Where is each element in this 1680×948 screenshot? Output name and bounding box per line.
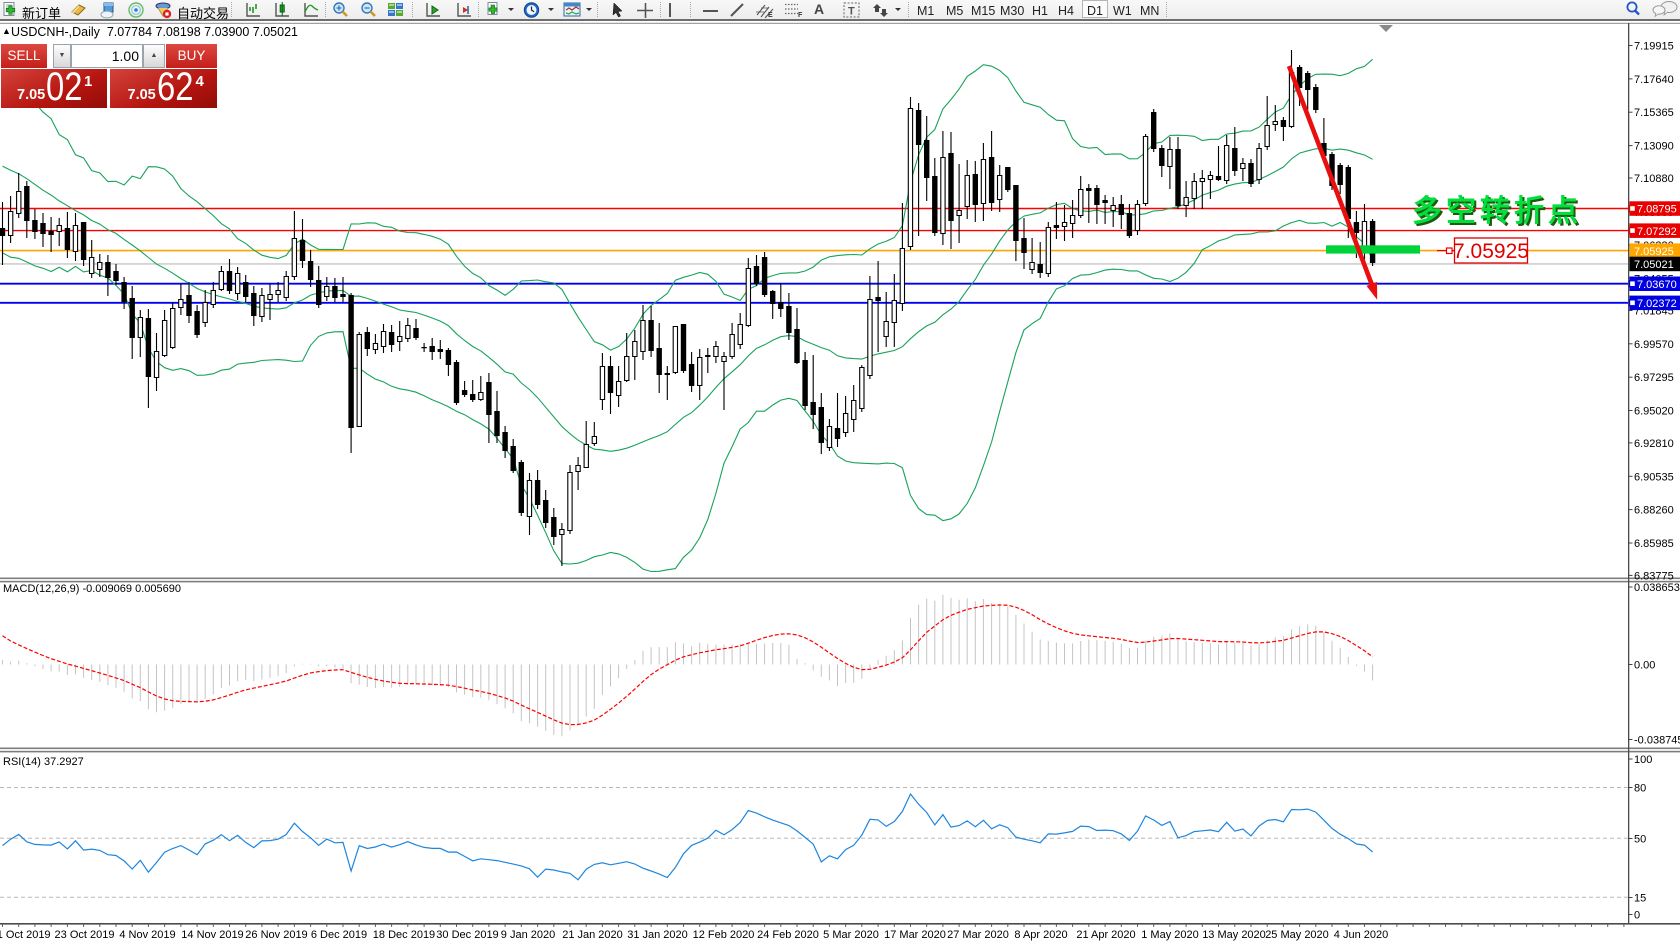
svg-text:100: 100 [1634,754,1652,766]
svg-text:25 May 2020: 25 May 2020 [1265,929,1329,941]
svg-text:6.88260: 6.88260 [1634,505,1674,517]
svg-text:7.05021: 7.05021 [1634,259,1674,271]
svg-text:27 Mar 2020: 27 Mar 2020 [947,929,1009,941]
svg-text:80: 80 [1634,783,1646,795]
svg-text:6.83775: 6.83775 [1634,570,1674,582]
svg-text:0.038653: 0.038653 [1634,582,1680,594]
svg-text:4 Nov 2019: 4 Nov 2019 [119,929,175,941]
svg-text:7.05925: 7.05925 [1634,246,1674,258]
svg-text:7.08795: 7.08795 [1637,204,1677,216]
svg-text:26 Nov 2019: 26 Nov 2019 [245,929,307,941]
svg-text:7.15365: 7.15365 [1634,107,1674,119]
svg-text:4 Jun 2020: 4 Jun 2020 [1334,929,1388,941]
svg-text:F: F [798,12,803,19]
svg-text:14 Nov 2019: 14 Nov 2019 [181,929,243,941]
svg-text:1 May 2020: 1 May 2020 [1141,929,1198,941]
svg-text:7.05925: 7.05925 [1453,240,1529,263]
svg-text:8 Apr 2020: 8 Apr 2020 [1014,929,1067,941]
svg-text:13 May 2020: 13 May 2020 [1202,929,1266,941]
svg-text:多空转折点: 多空转折点 [1412,195,1582,228]
svg-text:17 Mar 2020: 17 Mar 2020 [884,929,946,941]
svg-text:7.02372: 7.02372 [1637,298,1677,310]
svg-text:7.19915: 7.19915 [1634,41,1674,53]
svg-text:31 Jan 2020: 31 Jan 2020 [627,929,688,941]
svg-text:30 Dec 2019: 30 Dec 2019 [436,929,498,941]
svg-text:7.17640: 7.17640 [1634,74,1674,86]
svg-text:23 Oct 2019: 23 Oct 2019 [55,929,115,941]
svg-text:9 Jan 2020: 9 Jan 2020 [501,929,555,941]
svg-text:18 Dec 2019: 18 Dec 2019 [373,929,435,941]
svg-text:7.13090: 7.13090 [1634,141,1674,153]
svg-text:6.97295: 6.97295 [1634,372,1674,384]
svg-text:RSI(14) 37.2927: RSI(14) 37.2927 [3,756,84,768]
svg-text:T: T [848,6,855,18]
svg-text:6.90535: 6.90535 [1634,471,1674,483]
svg-text:6.99570: 6.99570 [1634,339,1674,351]
svg-text:7.03670: 7.03670 [1637,279,1677,291]
svg-text:24 Feb 2020: 24 Feb 2020 [757,929,819,941]
svg-text:6.95020: 6.95020 [1634,406,1674,418]
svg-text:7.10880: 7.10880 [1634,173,1674,185]
svg-text:12 Feb 2020: 12 Feb 2020 [693,929,755,941]
svg-text:7.07292: 7.07292 [1637,226,1677,238]
svg-text:50: 50 [1634,834,1646,846]
svg-text:MACD(12,26,9) -0.009069 0.0056: MACD(12,26,9) -0.009069 0.005690 [3,583,181,595]
svg-text:15: 15 [1634,893,1646,905]
svg-text:21 Jan 2020: 21 Jan 2020 [562,929,623,941]
svg-text:E: E [768,12,773,19]
svg-text:6.92810: 6.92810 [1634,438,1674,450]
svg-text:0: 0 [1634,910,1640,922]
svg-text:11 Oct 2019: 11 Oct 2019 [0,929,51,941]
svg-text:6.85985: 6.85985 [1634,538,1674,550]
svg-text:5 Mar 2020: 5 Mar 2020 [823,929,879,941]
svg-text:0.00: 0.00 [1634,660,1655,672]
svg-text:21 Apr 2020: 21 Apr 2020 [1076,929,1135,941]
svg-text:-0.038745: -0.038745 [1634,735,1680,747]
svg-text:6 Dec 2019: 6 Dec 2019 [311,929,367,941]
